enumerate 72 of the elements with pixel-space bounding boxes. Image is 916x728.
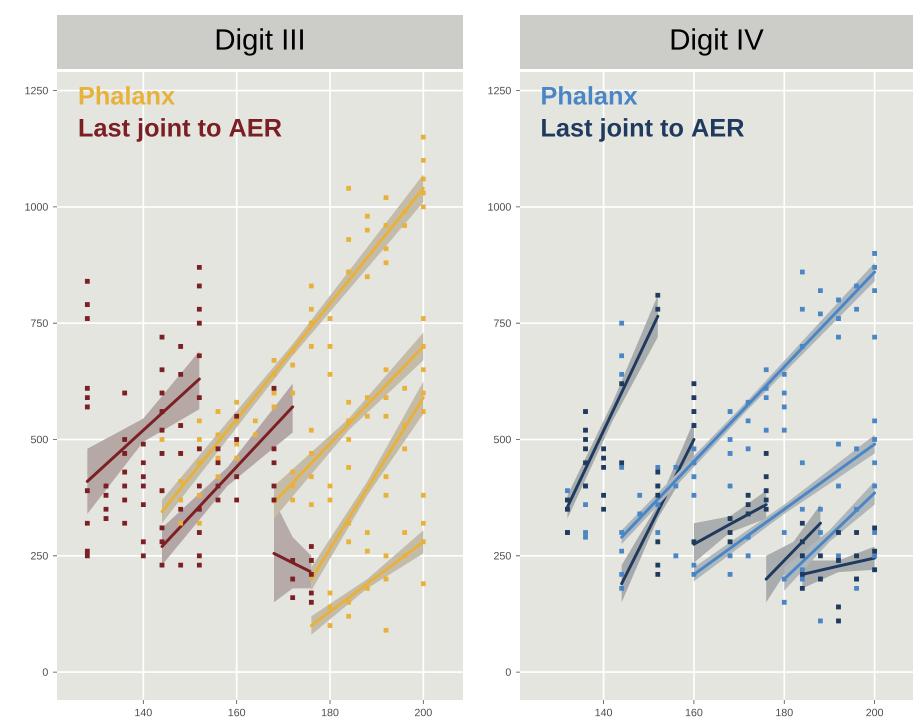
- point: [601, 456, 606, 461]
- x-tick-label: 200: [866, 708, 884, 716]
- point: [583, 428, 588, 433]
- point: [692, 409, 696, 414]
- point: [728, 530, 732, 535]
- point: [872, 525, 878, 530]
- y-tick-label: 0: [506, 668, 511, 676]
- y-tick-label: 1250: [25, 86, 48, 94]
- point: [746, 512, 751, 516]
- y-tick-label: 750: [31, 319, 48, 327]
- y-tick-label: 500: [494, 436, 511, 444]
- point: [601, 446, 606, 452]
- point: [728, 516, 732, 521]
- point: [764, 451, 769, 456]
- point: [692, 381, 696, 386]
- point: [655, 492, 660, 498]
- point: [764, 488, 769, 494]
- point: [601, 506, 606, 512]
- y-tick-label: 1250: [488, 86, 511, 94]
- y-tick-label: 1000: [488, 203, 511, 211]
- point: [854, 530, 859, 535]
- chart-title: Digit IV: [672, 28, 764, 56]
- point: [655, 572, 660, 577]
- point: [764, 506, 769, 512]
- x-tick-label: 140: [135, 708, 152, 716]
- point: [583, 409, 588, 414]
- point: [818, 553, 823, 558]
- y-tick-label: 250: [31, 552, 48, 560]
- point: [872, 548, 878, 554]
- y-tick-label: 0: [42, 668, 48, 676]
- text: Last joint to AER: [542, 118, 744, 142]
- point: [764, 474, 769, 480]
- y-tick-label: 750: [494, 319, 511, 327]
- point: [836, 558, 841, 563]
- point: [746, 492, 751, 498]
- point: [692, 539, 696, 544]
- point: [655, 539, 660, 544]
- point: [836, 604, 841, 610]
- text: Phalanx: [542, 86, 638, 105]
- chart-title: Digit III: [216, 28, 303, 56]
- x-tick-label: 180: [776, 708, 793, 716]
- point: [800, 586, 805, 591]
- y-tick-label: 250: [494, 552, 511, 560]
- point: [565, 498, 570, 502]
- point: [655, 470, 660, 474]
- point: [601, 465, 606, 470]
- point: [583, 437, 588, 442]
- x-tick-label: 160: [228, 708, 246, 716]
- point: [836, 618, 841, 624]
- point: [601, 492, 606, 498]
- text: Phalanx: [80, 86, 175, 105]
- point: [619, 381, 624, 386]
- point: [728, 539, 732, 544]
- point: [800, 520, 805, 526]
- point: [583, 460, 588, 466]
- point: [655, 562, 660, 568]
- point: [692, 395, 696, 400]
- point: [854, 553, 859, 558]
- text: Last joint to AER: [80, 118, 282, 142]
- point: [583, 446, 588, 452]
- point: [836, 530, 841, 535]
- y-tick-label: 1000: [25, 203, 48, 211]
- x-tick-label: 140: [595, 708, 612, 716]
- y-tick-label: 500: [30, 436, 48, 444]
- x-tick-label: 200: [414, 708, 432, 716]
- point: [800, 539, 805, 544]
- point: [746, 502, 751, 508]
- point: [764, 498, 769, 502]
- x-tick-label: 160: [686, 708, 702, 716]
- point: [800, 572, 805, 577]
- point: [619, 460, 624, 466]
- x-tick-label: 180: [322, 708, 338, 716]
